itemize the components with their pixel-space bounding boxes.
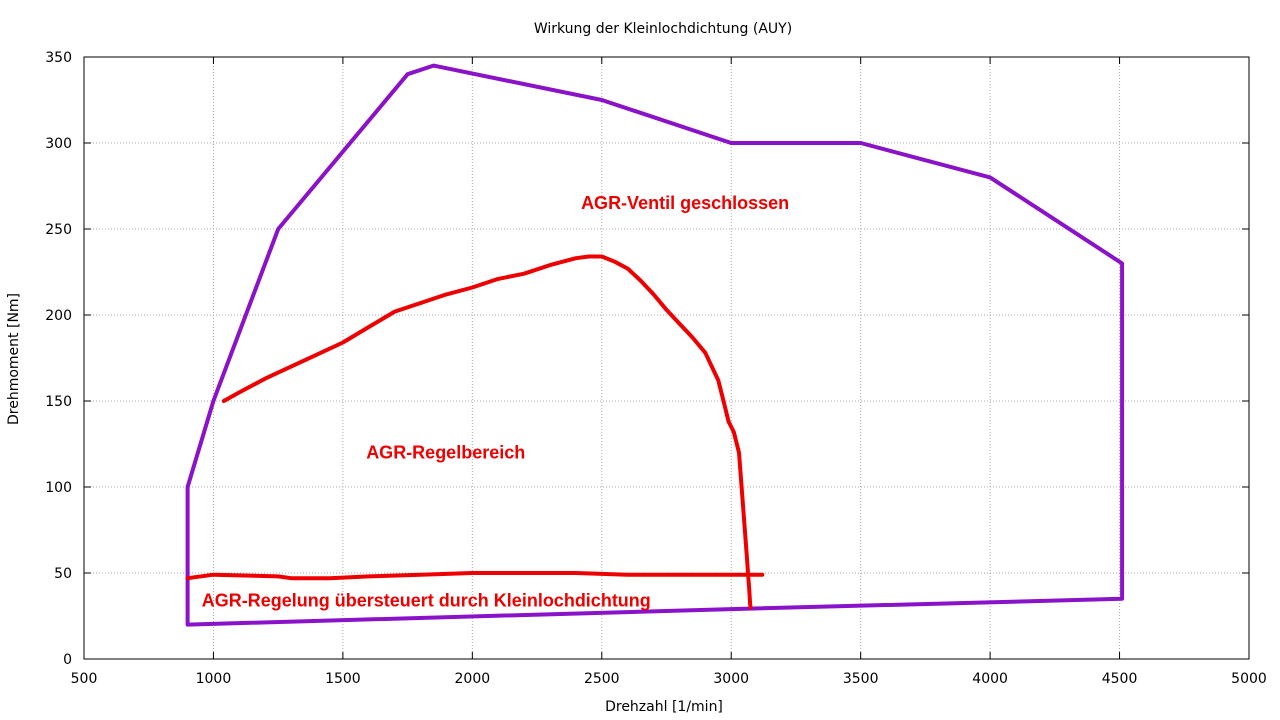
y-axis-title: Drehmoment [Nm] bbox=[6, 293, 22, 425]
plot-frame bbox=[83, 56, 1250, 660]
series-layer bbox=[185, 63, 1125, 627]
y-tick-label: 150 bbox=[45, 394, 72, 410]
annotation-label: AGR-Ventil geschlossen bbox=[581, 193, 789, 213]
chart-title: Wirkung der Kleinlochdichtung (AUY) bbox=[534, 21, 792, 37]
tick-marks bbox=[83, 56, 1250, 660]
x-tick-label: 2500 bbox=[584, 671, 620, 687]
x-tick-label: 1000 bbox=[196, 671, 232, 687]
y-tick-label: 0 bbox=[63, 652, 72, 668]
x-tick-label: 4500 bbox=[1102, 671, 1138, 687]
x-tick-label: 1500 bbox=[325, 671, 361, 687]
x-tick-label: 4000 bbox=[972, 671, 1008, 687]
x-tick-label: 3000 bbox=[713, 671, 749, 687]
annotations: AGR-Ventil geschlossen AGR-Regelbereich AG… bbox=[202, 193, 789, 610]
y-tick-label: 250 bbox=[45, 222, 72, 238]
x-tick-label: 2000 bbox=[455, 671, 491, 687]
grid-lines bbox=[84, 57, 1249, 659]
y-tick-label: 50 bbox=[54, 566, 72, 582]
y-tick-label: 300 bbox=[45, 136, 72, 152]
x-axis-title: Drehzahl [1/min] bbox=[605, 699, 723, 715]
y-tick-label: 100 bbox=[45, 480, 72, 496]
annotation-label: AGR-Regelbereich bbox=[366, 443, 525, 463]
x-tick-label: 3500 bbox=[843, 671, 879, 687]
tick-labels: 500 1000 1500 2000 2500 3000 3500 4000 4500 5000 0… bbox=[45, 50, 1267, 687]
series-agr-upper-boundary bbox=[221, 254, 753, 610]
y-tick-label: 200 bbox=[45, 308, 72, 324]
x-tick-label: 5000 bbox=[1231, 671, 1267, 687]
y-tick-label: 350 bbox=[45, 50, 72, 66]
series-outline bbox=[185, 63, 1125, 627]
annotation-label: AGR-Regelung übersteuert durch Kleinloch… bbox=[202, 591, 651, 611]
series-agr-lower-boundary bbox=[185, 571, 765, 581]
x-tick-label: 500 bbox=[71, 671, 98, 687]
